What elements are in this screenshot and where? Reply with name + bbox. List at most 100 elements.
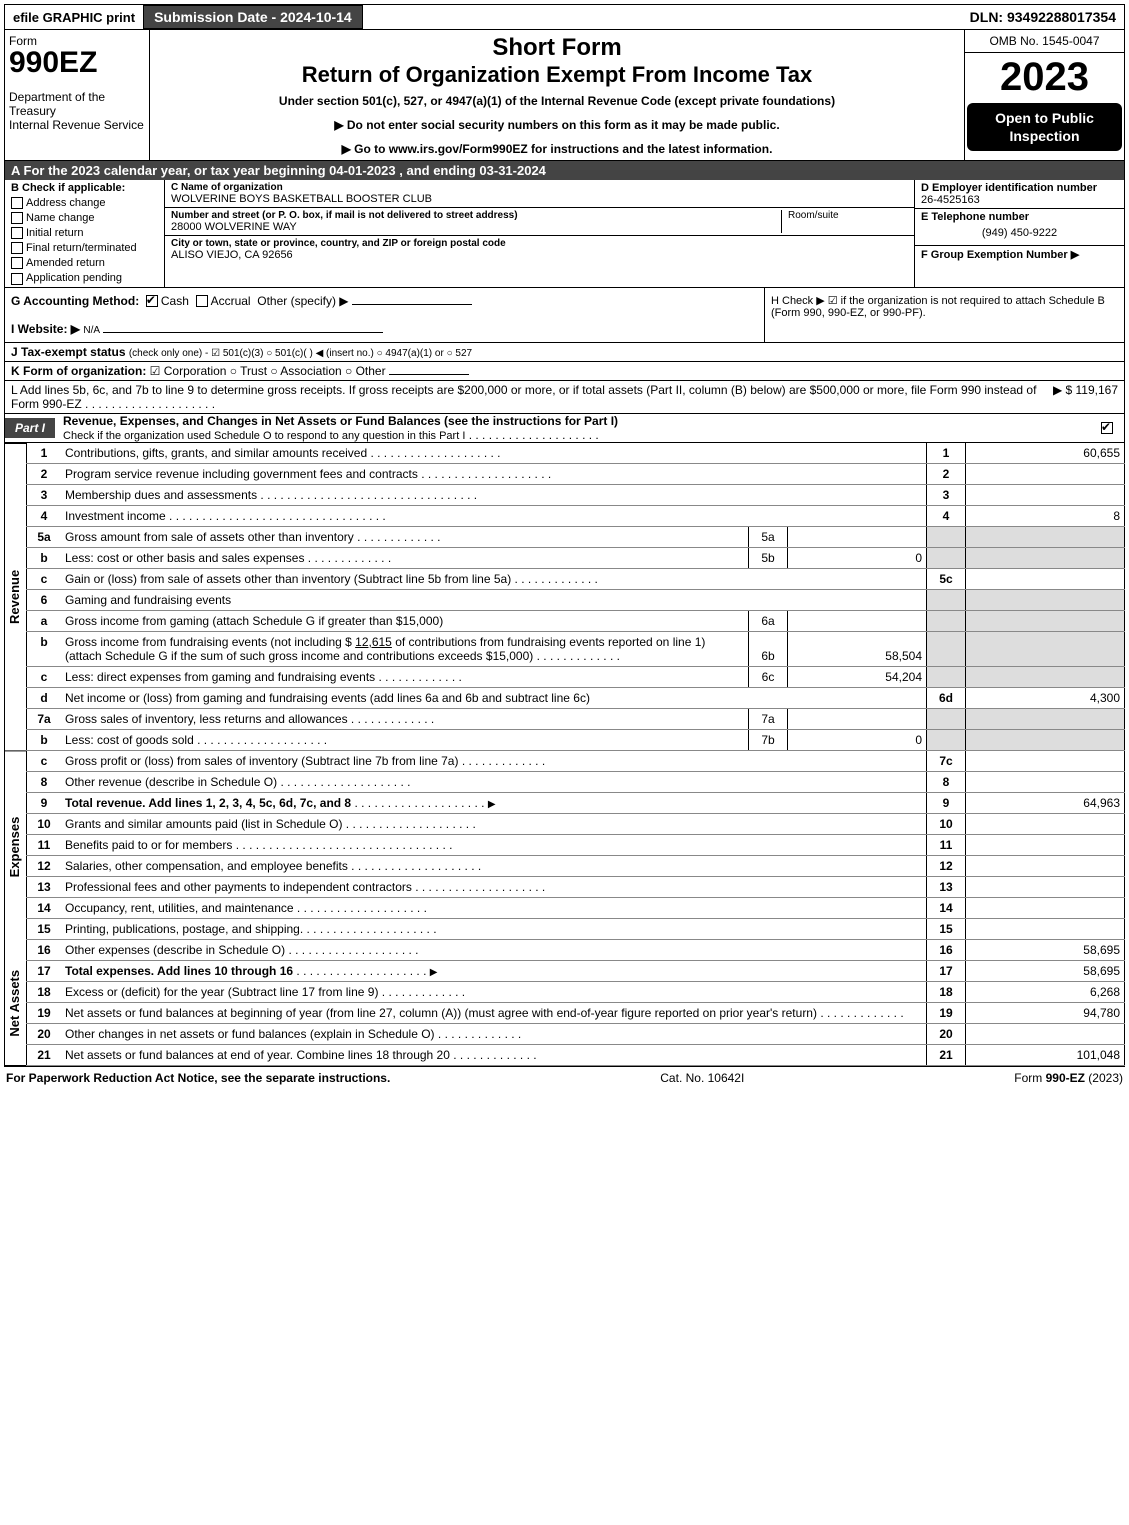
line-8-amount bbox=[966, 771, 1125, 792]
other-specify-input[interactable] bbox=[352, 304, 472, 305]
part-i-header: Part I Revenue, Expenses, and Changes in… bbox=[4, 414, 1125, 443]
line-5a-boxnum-shaded bbox=[927, 526, 966, 547]
part-i-label: Part I bbox=[5, 418, 55, 438]
website-underline bbox=[103, 332, 383, 333]
ein-label: D Employer identification number bbox=[921, 182, 1118, 194]
line-6d: d Net income or (loss) from gaming and f… bbox=[27, 687, 1125, 708]
line-20-boxnum: 20 bbox=[927, 1023, 966, 1044]
line-7a-amount-shaded bbox=[966, 708, 1125, 729]
line-11-amount bbox=[966, 834, 1125, 855]
line-5b-ival: 0 bbox=[788, 547, 927, 568]
line-6-desc: Gaming and fundraising events bbox=[61, 589, 927, 610]
line-19-amount: 94,780 bbox=[966, 1002, 1125, 1023]
line-4-amount: 8 bbox=[966, 505, 1125, 526]
line-10-amount bbox=[966, 813, 1125, 834]
header-center: Short Form Return of Organization Exempt… bbox=[150, 30, 964, 160]
part-i-schedule-o-check[interactable] bbox=[1101, 421, 1124, 435]
cash-label: Cash bbox=[161, 294, 189, 308]
line-4-desc: Investment income bbox=[65, 509, 166, 523]
line-15: 15 Printing, publications, postage, and … bbox=[27, 918, 1125, 939]
line-21-desc: Net assets or fund balances at end of ye… bbox=[65, 1048, 450, 1062]
line-2-amount bbox=[966, 463, 1125, 484]
line-21: 21 Net assets or fund balances at end of… bbox=[27, 1044, 1125, 1065]
info-grid: B Check if applicable: Address change Na… bbox=[4, 180, 1125, 288]
line-1: 1 Contributions, gifts, grants, and simi… bbox=[27, 443, 1125, 464]
line-5b-desc: Less: cost or other basis and sales expe… bbox=[65, 551, 304, 565]
tax-exempt-label: J Tax-exempt status bbox=[11, 345, 126, 359]
line-1-desc: Contributions, gifts, grants, and simila… bbox=[65, 446, 367, 460]
line-19-desc: Net assets or fund balances at beginning… bbox=[65, 1006, 817, 1020]
line-8-num: 8 bbox=[27, 771, 62, 792]
line-18-amount: 6,268 bbox=[966, 981, 1125, 1002]
line-5a-desc: Gross amount from sale of assets other t… bbox=[65, 530, 354, 544]
part-i-subtitle: Check if the organization used Schedule … bbox=[63, 430, 465, 442]
line-6d-num: d bbox=[27, 687, 62, 708]
omb-number: OMB No. 1545-0047 bbox=[965, 30, 1124, 53]
phone-value: (949) 450-9222 bbox=[921, 223, 1118, 243]
line-6b-inum: 6b bbox=[749, 631, 788, 666]
line-6c-amount-shaded bbox=[966, 666, 1125, 687]
chk-application-pending[interactable]: Application pending bbox=[11, 272, 158, 284]
line-6a: a Gross income from gaming (attach Sched… bbox=[27, 610, 1125, 631]
room-suite-label: Room/suite bbox=[781, 210, 908, 233]
chk-cash[interactable] bbox=[146, 295, 158, 307]
tax-year: 2023 bbox=[965, 53, 1124, 101]
accrual-label: Accrual bbox=[211, 294, 251, 308]
vlabel-expenses: Expenses bbox=[5, 750, 26, 942]
efile-print-label[interactable]: efile GRAPHIC print bbox=[5, 7, 143, 28]
line-7a-ival bbox=[788, 708, 927, 729]
line-12-num: 12 bbox=[27, 855, 62, 876]
website-value: N/A bbox=[83, 325, 100, 336]
other-specify-label: Other (specify) ▶ bbox=[257, 294, 348, 308]
section-c-org-info: C Name of organization WOLVERINE BOYS BA… bbox=[165, 180, 914, 287]
instruction-1: ▶ Do not enter social security numbers o… bbox=[154, 118, 960, 132]
line-1-boxnum: 1 bbox=[927, 443, 966, 464]
street-label: Number and street (or P. O. box, if mail… bbox=[171, 210, 781, 221]
form-org-other-input[interactable] bbox=[389, 374, 469, 375]
website-label: I Website: ▶ bbox=[11, 322, 80, 336]
arrow-icon bbox=[430, 964, 438, 978]
line-14-desc: Occupancy, rent, utilities, and maintena… bbox=[65, 901, 294, 915]
line-17-num: 17 bbox=[27, 960, 62, 981]
line-7c-num: c bbox=[27, 750, 62, 771]
line-6-boxnum-shaded bbox=[927, 589, 966, 610]
line-10-boxnum: 10 bbox=[927, 813, 966, 834]
line-19: 19 Net assets or fund balances at beginn… bbox=[27, 1002, 1125, 1023]
line-6-amount-shaded bbox=[966, 589, 1125, 610]
chk-accrual[interactable] bbox=[196, 295, 208, 307]
line-11-desc: Benefits paid to or for members bbox=[65, 838, 232, 852]
top-bar: efile GRAPHIC print Submission Date - 20… bbox=[4, 4, 1125, 30]
chk-initial-return[interactable]: Initial return bbox=[11, 227, 158, 239]
line-21-amount: 101,048 bbox=[966, 1044, 1125, 1065]
line-17: 17 Total expenses. Add lines 10 through … bbox=[27, 960, 1125, 981]
chk-name-change[interactable]: Name change bbox=[11, 212, 158, 224]
line-9: 9 Total revenue. Add lines 1, 2, 3, 4, 5… bbox=[27, 792, 1125, 813]
chk-address-change[interactable]: Address change bbox=[11, 197, 158, 209]
line-6c-desc: Less: direct expenses from gaming and fu… bbox=[65, 670, 375, 684]
part-i-title: Revenue, Expenses, and Changes in Net As… bbox=[63, 414, 1101, 442]
vlabel-netassets: Net Assets bbox=[5, 942, 26, 1065]
line-14-boxnum: 14 bbox=[927, 897, 966, 918]
line-21-boxnum: 21 bbox=[927, 1044, 966, 1065]
form-number: 990EZ bbox=[9, 48, 145, 78]
footer-center: Cat. No. 10642I bbox=[660, 1071, 744, 1085]
org-name-row: C Name of organization WOLVERINE BOYS BA… bbox=[165, 180, 914, 208]
line-8: 8 Other revenue (describe in Schedule O)… bbox=[27, 771, 1125, 792]
line-8-boxnum: 8 bbox=[927, 771, 966, 792]
chk-final-return[interactable]: Final return/terminated bbox=[11, 242, 158, 254]
line-3: 3 Membership dues and assessments 3 bbox=[27, 484, 1125, 505]
line-7a: 7a Gross sales of inventory, less return… bbox=[27, 708, 1125, 729]
line-6a-ival bbox=[788, 610, 927, 631]
line-10-desc: Grants and similar amounts paid (list in… bbox=[65, 817, 342, 831]
line-6d-desc: Net income or (loss) from gaming and fun… bbox=[65, 691, 590, 705]
line-17-amount: 58,695 bbox=[966, 960, 1125, 981]
section-b-header: B Check if applicable: bbox=[11, 182, 158, 194]
line-19-num: 19 bbox=[27, 1002, 62, 1023]
phone-label: E Telephone number bbox=[921, 211, 1118, 223]
accounting-method-label: G Accounting Method: bbox=[11, 294, 139, 308]
instruction-2: ▶ Go to www.irs.gov/Form990EZ for instru… bbox=[154, 142, 960, 156]
section-a-tax-year: A For the 2023 calendar year, or tax yea… bbox=[4, 161, 1125, 180]
org-name-value: WOLVERINE BOYS BASKETBALL BOOSTER CLUB bbox=[171, 193, 908, 205]
chk-amended-return[interactable]: Amended return bbox=[11, 257, 158, 269]
line-6: 6 Gaming and fundraising events bbox=[27, 589, 1125, 610]
